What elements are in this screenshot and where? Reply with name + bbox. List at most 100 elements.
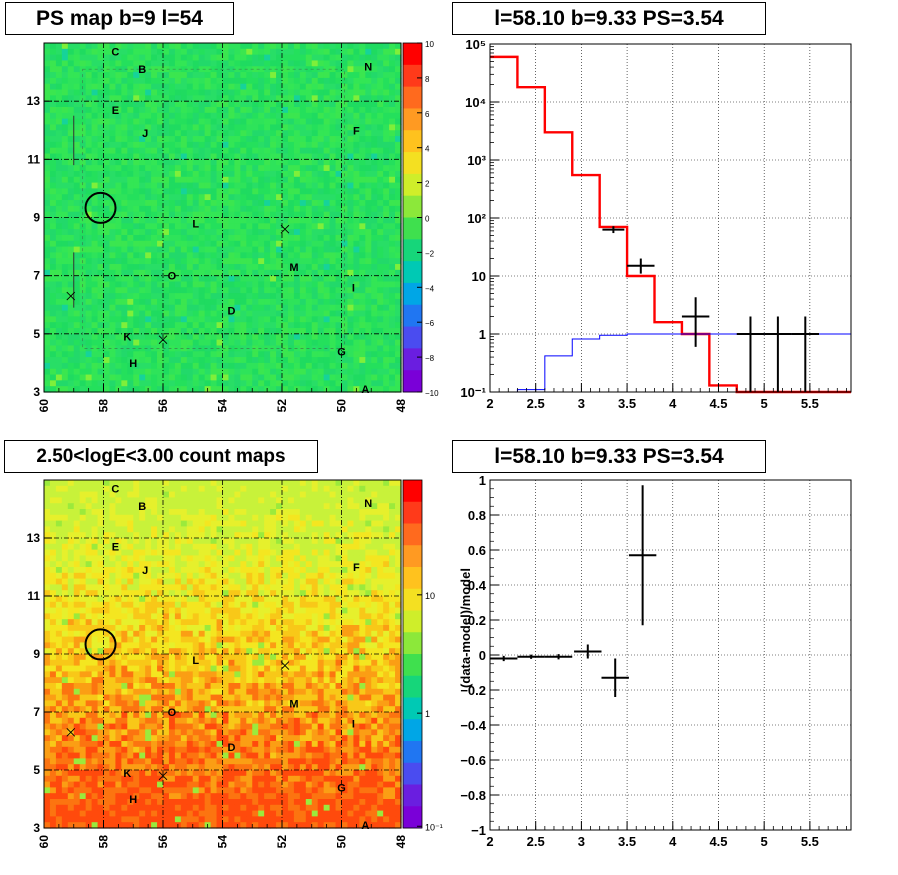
ps-map-cell [276,234,283,242]
ps-map-cell [157,304,164,312]
ps-map-cell [258,386,265,393]
ps-map-source-label: H [129,358,137,370]
count-map-cell [85,590,93,597]
ps-map-cell [133,124,140,131]
ps-map-cell [180,159,188,166]
ps-map-cell [371,240,378,248]
ps-map-cell [103,124,111,131]
ps-map-cell [168,246,176,253]
ps-map-cell [228,217,235,224]
count-map-cell [264,503,271,510]
ps-map-cell [180,106,188,114]
count-map-cell [389,514,396,522]
ps-map-cell [109,159,116,166]
count-map-cell [55,520,63,527]
ps-map-x-tick-label: 60 [37,399,51,413]
ps-map-cell [133,339,140,347]
ps-map-cell [347,304,354,312]
count-map-cell [55,567,63,574]
ps-map-cell [73,229,81,236]
ps-map-cell [133,176,140,184]
ps-map-cell [305,304,313,312]
ps-map-cell [228,357,235,364]
ps-map-colorbar-tick-label: −10 [425,389,439,398]
ps-map-cell [293,223,301,230]
ps-map-cell [103,339,111,347]
ps-map-cell [234,310,241,317]
ps-map-cell [139,357,146,364]
count-map-cell [365,497,372,504]
count-map-cell [44,596,51,603]
ps-map-cell [246,304,253,312]
ps-map-cell [329,101,337,108]
count-map-cell [353,538,360,545]
ps-map-cell [317,95,325,102]
ps-map-cell [264,83,271,91]
ps-map-cell [305,328,313,335]
ps-map-cell [234,101,241,108]
ps-map-cell [198,240,206,248]
count-map-cell [335,526,343,533]
ps-map-cell [317,234,325,242]
ps-map-cell [133,211,140,219]
ps-map-cell [79,351,87,358]
ps-map-cell [97,170,105,178]
ps-map-cell [383,54,390,62]
ps-map-cell [127,304,134,312]
ps-map-cell [234,153,241,160]
count-map-cell [210,549,218,556]
ps-map-cell [174,240,182,248]
ps-map-cell [180,339,188,347]
ps-map-cell [389,252,396,259]
ps-map-cell [365,77,372,85]
ps-map-cell [311,141,319,149]
ps-map-cell [168,101,176,108]
ps-map-cell [359,170,366,178]
ps-map-cell [168,368,176,376]
ps-map-cell [127,229,134,236]
count-map-cell [204,480,212,487]
ps-map-cell [168,136,176,143]
count-map-cell [240,491,247,498]
count-map-cell [222,538,230,545]
ps-map-cell [293,374,301,381]
count-map-cell [121,526,128,533]
count-map-cell [210,596,218,603]
ps-map-cell [228,264,235,271]
ps-map-cell [210,83,218,91]
count-map-cell [317,480,325,487]
ps-map-cell [61,48,69,56]
ps-map-cell [246,182,253,190]
ps-map-cell [282,264,289,271]
ps-map-cell [317,43,325,50]
count-map-cell [246,596,253,603]
ps-map-cell [228,380,235,387]
count-map-cell [240,549,247,556]
ps-map-cell [347,316,354,323]
ps-map-cell [287,252,295,259]
count-map-cell [216,590,224,597]
ps-map-cell [67,194,75,201]
ps-map-cell [109,310,116,317]
ps-map-cell [383,43,390,50]
count-map-cell [228,526,235,533]
count-map-cell [61,532,69,539]
ps-map-cell [204,141,212,149]
count-map-cell [49,538,57,545]
ps-map-cell [305,176,313,184]
ps-map-cell [192,188,200,195]
ps-map-cell [359,304,366,312]
count-map-cell [79,509,87,516]
ps-map-cell [329,293,337,300]
ps-map-cell [67,141,75,149]
ps-map-cell [389,182,396,190]
ps-map-cell [204,328,212,335]
ps-map-cell [329,380,337,387]
count-map-cell [163,514,170,522]
count-map-cell [121,538,128,545]
ps-map-cell [299,351,307,358]
count-map-cell [44,584,51,591]
count-map-cell [168,509,176,516]
ps-map-cell [204,95,212,102]
ps-map-cell [323,188,331,195]
